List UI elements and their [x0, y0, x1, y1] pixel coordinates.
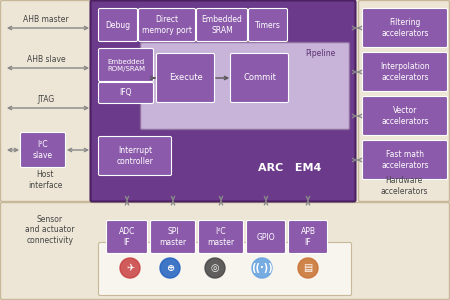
FancyBboxPatch shape: [363, 140, 447, 179]
Circle shape: [252, 258, 272, 278]
Text: Vector
accelerators: Vector accelerators: [381, 106, 429, 126]
Text: Pipeline: Pipeline: [305, 50, 335, 58]
Text: IFQ: IFQ: [120, 88, 132, 98]
FancyBboxPatch shape: [99, 8, 138, 41]
Text: ⊕: ⊕: [166, 263, 174, 273]
FancyBboxPatch shape: [198, 220, 243, 254]
Text: Fast math
accelerators: Fast math accelerators: [381, 150, 429, 170]
Text: Commit: Commit: [243, 74, 276, 82]
Text: GPIO: GPIO: [256, 232, 275, 242]
FancyBboxPatch shape: [99, 82, 153, 103]
FancyBboxPatch shape: [99, 242, 351, 296]
Text: I²C
slave: I²C slave: [33, 140, 53, 160]
FancyBboxPatch shape: [363, 8, 447, 47]
FancyBboxPatch shape: [21, 133, 66, 167]
FancyBboxPatch shape: [90, 1, 356, 202]
Text: Debug: Debug: [105, 20, 130, 29]
Text: Interpolation
accelerators: Interpolation accelerators: [380, 62, 430, 82]
Text: ◎: ◎: [211, 263, 219, 273]
FancyBboxPatch shape: [359, 1, 450, 202]
Text: Host
interface: Host interface: [28, 170, 62, 190]
Text: Interrupt
controller: Interrupt controller: [117, 146, 153, 166]
FancyBboxPatch shape: [139, 8, 195, 41]
FancyBboxPatch shape: [0, 1, 91, 202]
Text: ADC
IF: ADC IF: [119, 227, 135, 247]
Text: Direct
memory port: Direct memory port: [142, 15, 192, 35]
Text: AHB slave: AHB slave: [27, 56, 65, 64]
Text: Hardware
accelerators: Hardware accelerators: [380, 176, 428, 196]
Circle shape: [205, 258, 225, 278]
Text: Timers: Timers: [255, 20, 281, 29]
Text: Embedded
SRAM: Embedded SRAM: [202, 15, 243, 35]
Text: SPI
master: SPI master: [159, 227, 187, 247]
Circle shape: [120, 258, 140, 278]
FancyBboxPatch shape: [363, 97, 447, 136]
FancyBboxPatch shape: [247, 220, 285, 254]
FancyBboxPatch shape: [248, 8, 288, 41]
Text: I²C
master: I²C master: [207, 227, 234, 247]
FancyBboxPatch shape: [150, 220, 195, 254]
Text: ((·)): ((·)): [251, 263, 273, 273]
FancyBboxPatch shape: [230, 53, 288, 103]
FancyBboxPatch shape: [157, 53, 215, 103]
Text: ARC   EM4: ARC EM4: [258, 163, 322, 173]
FancyBboxPatch shape: [288, 220, 328, 254]
Text: Sensor
and actuator
connectivity: Sensor and actuator connectivity: [25, 215, 75, 245]
FancyBboxPatch shape: [140, 43, 350, 130]
Text: ▤: ▤: [303, 263, 313, 273]
Text: Embedded
ROM/SRAM: Embedded ROM/SRAM: [107, 58, 145, 71]
FancyBboxPatch shape: [99, 49, 153, 82]
Text: Filtering
accelerators: Filtering accelerators: [381, 18, 429, 38]
FancyBboxPatch shape: [363, 52, 447, 92]
FancyBboxPatch shape: [107, 220, 148, 254]
Text: Execute: Execute: [169, 74, 202, 82]
Text: AHB master: AHB master: [23, 16, 69, 25]
Circle shape: [160, 258, 180, 278]
FancyBboxPatch shape: [99, 136, 171, 176]
Text: ✈: ✈: [126, 263, 134, 273]
Text: JTAG: JTAG: [37, 95, 54, 104]
FancyBboxPatch shape: [197, 8, 248, 41]
Text: APB
IF: APB IF: [301, 227, 315, 247]
Circle shape: [298, 258, 318, 278]
FancyBboxPatch shape: [0, 202, 450, 299]
